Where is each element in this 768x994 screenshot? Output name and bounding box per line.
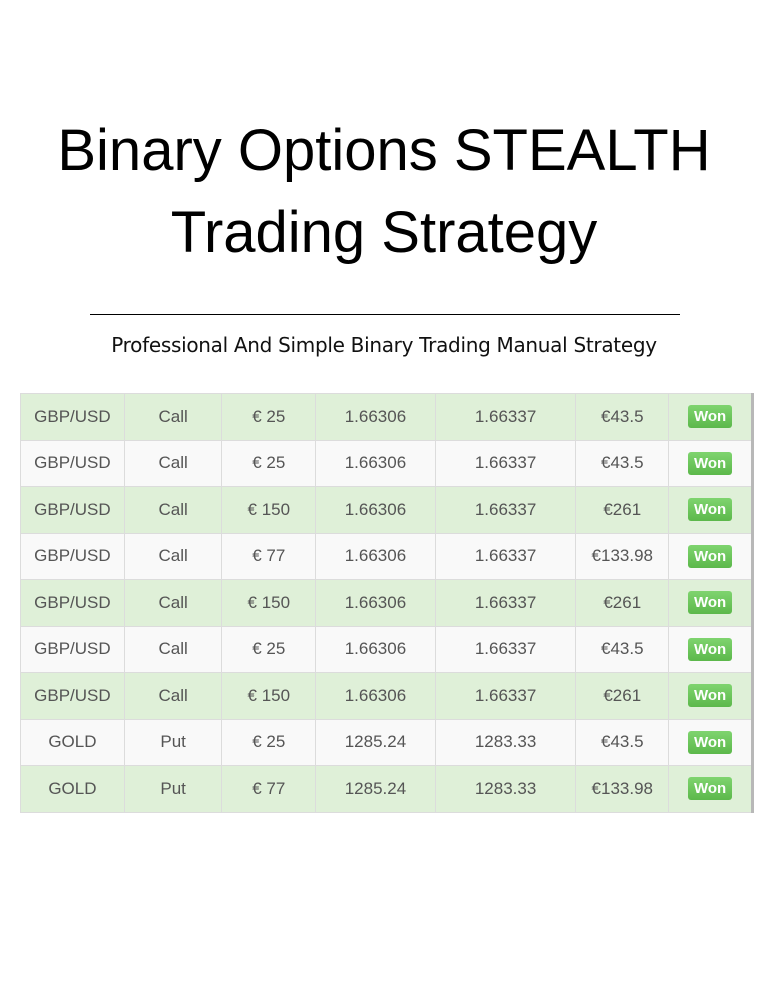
cell-open: 1.66306 xyxy=(315,579,436,627)
cell-status: Won xyxy=(668,625,753,673)
cell-direction: Call xyxy=(123,579,223,627)
subtitle: Professional And Simple Binary Trading M… xyxy=(111,333,657,357)
cell-asset: GOLD xyxy=(20,718,125,766)
cell-direction: Put xyxy=(123,765,223,813)
cell-status: Won xyxy=(668,439,753,487)
status-badge: Won xyxy=(687,544,733,568)
cell-status: Won xyxy=(668,486,753,534)
cell-status: Won xyxy=(668,672,753,720)
table-row: GBP/USD Call € 25 1.66306 1.66337 €43.5 Won xyxy=(20,625,753,673)
status-badge: Won xyxy=(687,684,733,708)
cell-payout: €261 xyxy=(575,579,670,627)
cell-stake: € 150 xyxy=(221,672,317,720)
status-badge: Won xyxy=(687,637,733,661)
cell-close: 1283.33 xyxy=(434,765,577,813)
cell-payout: €261 xyxy=(575,486,670,534)
cell-direction: Call xyxy=(123,393,223,441)
cell-close: 1283.33 xyxy=(434,718,577,766)
cell-direction: Call xyxy=(123,625,223,673)
title-divider xyxy=(90,314,680,315)
cell-stake: € 150 xyxy=(221,579,317,627)
table-row: GOLD Put € 77 1285.24 1283.33 €133.98 Won xyxy=(20,765,753,813)
cell-payout: €43.5 xyxy=(575,439,670,487)
cell-status: Won xyxy=(668,579,753,627)
cell-open: 1285.24 xyxy=(315,718,436,766)
cell-direction: Call xyxy=(123,486,223,534)
cell-asset: GBP/USD xyxy=(20,439,125,487)
cell-asset: GBP/USD xyxy=(20,532,125,580)
table-row: GBP/USD Call € 150 1.66306 1.66337 €261 Won xyxy=(20,579,753,627)
cell-open: 1.66306 xyxy=(315,625,436,673)
cell-close: 1.66337 xyxy=(434,532,577,580)
status-badge: Won xyxy=(687,730,733,754)
table-row: GBP/USD Call € 150 1.66306 1.66337 €261 Won xyxy=(20,672,753,720)
table-row: GBP/USD Call € 25 1.66306 1.66337 €43.5 Won xyxy=(20,439,753,487)
cell-payout: €43.5 xyxy=(575,718,670,766)
cell-close: 1.66337 xyxy=(434,393,577,441)
cell-stake: € 77 xyxy=(221,765,317,813)
cell-direction: Call xyxy=(123,439,223,487)
status-badge: Won xyxy=(687,591,733,615)
title-line-1: Binary Options STEALTH xyxy=(57,118,711,183)
cell-asset: GBP/USD xyxy=(20,393,125,441)
cell-asset: GBP/USD xyxy=(20,672,125,720)
table-row: GBP/USD Call € 150 1.66306 1.66337 €261 Won xyxy=(20,486,753,534)
cell-direction: Put xyxy=(123,718,223,766)
cell-stake: € 25 xyxy=(221,393,317,441)
cell-close: 1.66337 xyxy=(434,672,577,720)
table-row: GOLD Put € 25 1285.24 1283.33 €43.5 Won xyxy=(20,718,753,766)
trades-table: GBP/USD Call € 25 1.66306 1.66337 €43.5 Won GBP… xyxy=(20,393,754,813)
cell-close: 1.66337 xyxy=(434,625,577,673)
cell-open: 1.66306 xyxy=(315,532,436,580)
status-badge: Won xyxy=(687,777,733,801)
status-badge: Won xyxy=(687,451,733,475)
table-row: GBP/USD Call € 77 1.66306 1.66337 €133.98 Won xyxy=(20,532,753,580)
table-row: GBP/USD Call € 25 1.66306 1.66337 €43.5 Won xyxy=(20,393,753,441)
cell-open: 1.66306 xyxy=(315,439,436,487)
cell-open: 1.66306 xyxy=(315,672,436,720)
cell-payout: €261 xyxy=(575,672,670,720)
cell-status: Won xyxy=(668,393,753,441)
cell-open: 1.66306 xyxy=(315,486,436,534)
cell-stake: € 25 xyxy=(221,439,317,487)
status-badge: Won xyxy=(687,498,733,522)
cell-stake: € 150 xyxy=(221,486,317,534)
cell-open: 1.66306 xyxy=(315,393,436,441)
status-badge: Won xyxy=(687,405,733,429)
cell-asset: GBP/USD xyxy=(20,486,125,534)
cell-payout: €43.5 xyxy=(575,625,670,673)
cell-stake: € 25 xyxy=(221,718,317,766)
cell-asset: GBP/USD xyxy=(20,579,125,627)
cell-status: Won xyxy=(668,718,753,766)
cell-direction: Call xyxy=(123,532,223,580)
document-title: Binary Options STEALTH Trading Strategy xyxy=(0,110,768,274)
cell-stake: € 77 xyxy=(221,532,317,580)
cell-close: 1.66337 xyxy=(434,439,577,487)
cell-open: 1285.24 xyxy=(315,765,436,813)
cell-asset: GOLD xyxy=(20,765,125,813)
cell-stake: € 25 xyxy=(221,625,317,673)
cell-close: 1.66337 xyxy=(434,486,577,534)
cell-asset: GBP/USD xyxy=(20,625,125,673)
cell-close: 1.66337 xyxy=(434,579,577,627)
cell-payout: €133.98 xyxy=(575,532,670,580)
cell-status: Won xyxy=(668,532,753,580)
title-line-2: Trading Strategy xyxy=(170,200,598,265)
cell-direction: Call xyxy=(123,672,223,720)
cell-status: Won xyxy=(668,765,753,813)
cell-payout: €133.98 xyxy=(575,765,670,813)
cell-payout: €43.5 xyxy=(575,393,670,441)
